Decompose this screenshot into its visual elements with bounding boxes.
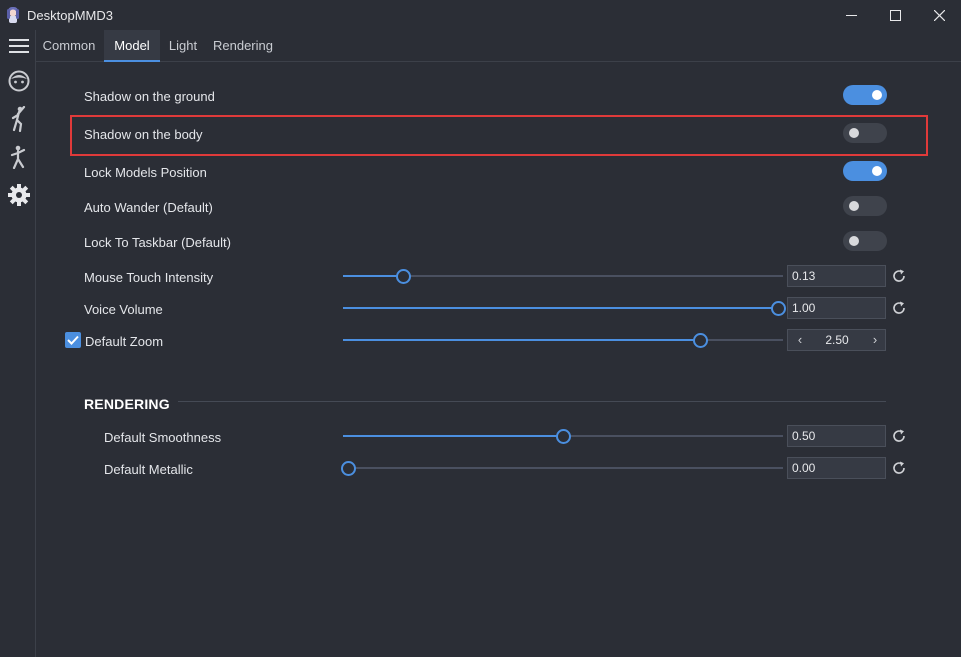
minimize-button[interactable] [829,0,873,30]
walking-figure-icon [10,145,26,169]
smoothness-reset-button[interactable] [891,428,907,444]
slider-track[interactable] [343,467,783,469]
sidebar-item-settings[interactable] [6,182,32,208]
slider-thumb[interactable] [555,428,571,444]
zoom-increment-button[interactable]: › [872,332,878,347]
reset-icon [893,461,905,474]
face-icon [8,70,30,92]
smoothness-value[interactable]: 0.50 [787,425,886,447]
reset-icon [893,429,905,442]
slider-track[interactable] [343,275,783,277]
sidebar-item-motion[interactable] [6,144,32,170]
tab-model[interactable]: Model [104,30,160,62]
reset-icon [893,269,905,282]
metallic-value[interactable]: 0.00 [787,457,886,479]
reset-icon [893,301,905,314]
sidebar-item-face[interactable] [6,68,32,94]
close-button[interactable] [917,0,961,30]
slider-thumb[interactable] [693,332,709,348]
default-zoom-checkbox[interactable] [65,332,81,348]
sidebar [0,30,36,657]
anime-character-icon [5,6,21,24]
toggle-knob [872,90,882,100]
toggle-knob [872,166,882,176]
title-bar: DesktopMMD3 [0,0,961,30]
slider-label-smoothness: Default Smoothness [104,430,222,445]
tab-common[interactable]: Common [42,38,96,53]
minimize-icon [845,14,857,16]
section-title-rendering: RENDERING [84,396,170,412]
slider-fill [343,435,563,437]
voice-volume-value[interactable]: 1.00 [787,297,886,319]
slider-thumb[interactable] [340,460,356,476]
slider-fill [343,307,778,309]
slider-label-metallic: Default Metallic [104,462,193,477]
mouse-touch-value[interactable]: 0.13 [787,265,886,287]
auto-wander-toggle[interactable] [843,196,887,216]
mouse-touch-reset-button[interactable] [891,268,907,284]
toggle-label-shadow-body: Shadow on the body [84,127,203,142]
section-divider [178,401,886,402]
slider-thumb[interactable] [396,268,412,284]
slider-fill [343,339,701,341]
close-icon [933,9,945,21]
toggle-knob [849,201,859,211]
dance-pose-icon [11,106,26,132]
toggle-label-lock-position: Lock Models Position [84,165,207,180]
voice-volume-reset-button[interactable] [891,300,907,316]
slider-thumb[interactable] [770,300,786,316]
sidebar-item-dance[interactable] [6,106,32,132]
toggle-knob [849,236,859,246]
toggle-knob [849,128,859,138]
slider-fill [343,275,404,277]
metallic-reset-button[interactable] [891,460,907,476]
toggle-label-shadow-ground: Shadow on the ground [84,89,215,104]
tab-rendering[interactable]: Rendering [213,38,273,53]
slider-label-mouse-touch: Mouse Touch Intensity [84,270,214,285]
lock-position-toggle[interactable] [843,161,887,181]
checkmark-icon [67,335,79,345]
zoom-decrement-button[interactable]: ‹ [797,332,803,347]
maximize-icon [889,9,901,21]
default-zoom-stepper: ‹ 2.50 › [787,329,886,351]
zoom-value[interactable]: 2.50 [825,333,849,347]
slider-label-voice-volume: Voice Volume [84,302,163,317]
maximize-button[interactable] [873,0,917,30]
highlight-box [70,115,928,156]
lock-taskbar-toggle[interactable] [843,231,887,251]
sidebar-menu-button[interactable] [6,33,32,59]
shadow-ground-toggle[interactable] [843,85,887,105]
tab-bar: Common Model Light Rendering [36,30,961,62]
toggle-label-auto-wander: Auto Wander (Default) [84,200,213,215]
tab-light[interactable]: Light [168,38,198,53]
shadow-body-toggle[interactable] [843,123,887,143]
default-zoom-label: Default Zoom [85,334,164,349]
toggle-label-lock-taskbar: Lock To Taskbar (Default) [84,235,231,250]
window-title: DesktopMMD3 [27,8,113,23]
hamburger-menu-icon [9,39,29,53]
gear-icon [8,184,30,206]
